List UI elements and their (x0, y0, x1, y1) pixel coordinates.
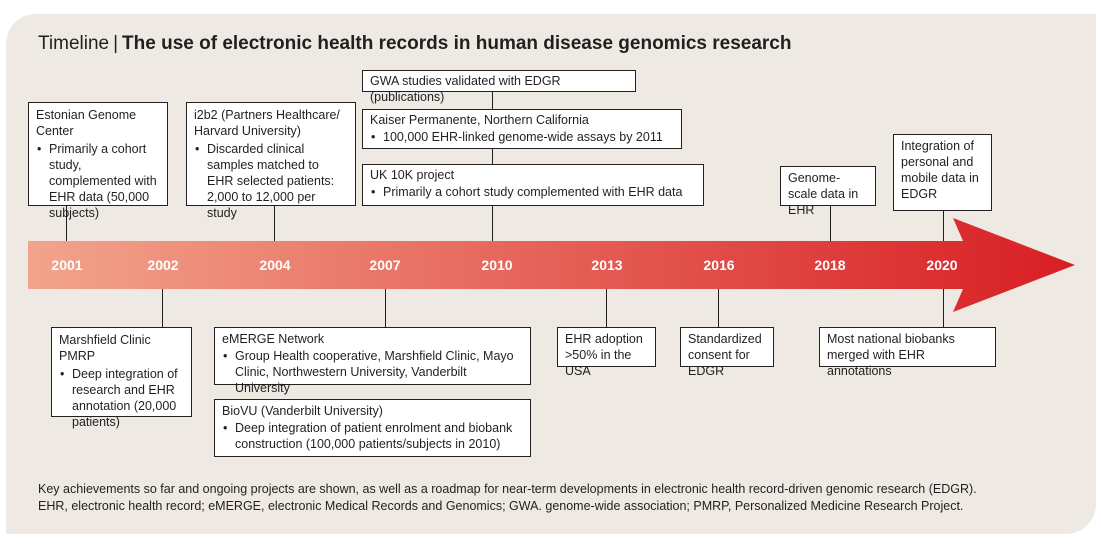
milestone-bullet: Group Health cooperative, Marshfield Cli… (222, 348, 523, 396)
milestone-heading: GWA studies validated with EDGR (publica… (370, 74, 561, 104)
title-separator: | (113, 33, 119, 54)
year-label: 2018 (814, 257, 846, 273)
milestone-standardized-consent: Standardized consent for EDGR (680, 327, 774, 378)
milestone-heading: Estonian Genome Center (36, 108, 137, 138)
milestone-genome-scale-data: Genome-scale data in EHR (780, 166, 876, 217)
connector (943, 289, 944, 327)
milestone-i2b2: i2b2 (Partners Healthcare/ Harvard Unive… (186, 102, 356, 220)
milestone-heading: Standardized consent for EDGR (688, 332, 762, 378)
milestone-kaiser-permanente: Kaiser Permanente, Northern California 1… (362, 109, 682, 149)
year-label: 2004 (259, 257, 291, 273)
milestone-bullet: Deep integration of research and EHR ann… (59, 366, 184, 430)
milestone-heading: i2b2 (Partners Healthcare/ Harvard Unive… (194, 108, 340, 138)
timeline-arrow-shape (28, 218, 1075, 312)
milestone-national-biobanks: Most national biobanks merged with EHR a… (819, 327, 996, 378)
year-label: 2013 (591, 257, 623, 273)
milestone-ehr-adoption: EHR adoption >50% in the USA (557, 327, 656, 378)
milestone-integration-personal-data: Integration of personal and mobile data … (893, 134, 992, 211)
connector (943, 211, 944, 241)
connector (606, 289, 607, 327)
connector (718, 289, 719, 327)
milestone-heading: Marshfield Clinic PMRP (59, 333, 151, 363)
milestone-uk10k: UK 10K project Primarily a cohort study … (362, 164, 704, 206)
figure-caption: Key achievements so far and ongoing proj… (38, 481, 1078, 515)
milestone-estonian-genome-center: Estonian Genome Center Primarily a cohor… (28, 102, 168, 220)
year-label: 2002 (147, 257, 179, 273)
milestone-bullet: Deep integration of patient enrolment an… (222, 420, 523, 452)
milestone-bullet: 100,000 EHR-linked genome-wide assays by… (370, 129, 674, 145)
milestone-heading: eMERGE Network (222, 332, 325, 346)
milestone-bullet: Primarily a cohort study, complemented w… (36, 141, 160, 221)
connector (274, 206, 275, 241)
milestone-bullet: Primarily a cohort study complemented wi… (370, 184, 696, 200)
milestone-heading: Most national biobanks merged with EHR a… (827, 332, 955, 378)
connector (66, 206, 67, 241)
milestone-heading: UK 10K project (370, 168, 455, 182)
figure-title: Timeline | The use of electronic health re… (38, 33, 791, 55)
connector (830, 206, 831, 241)
milestone-heading: Kaiser Permanente, Northern California (370, 113, 589, 127)
year-label: 2007 (369, 257, 401, 273)
milestone-emerge-network: eMERGE Network Group Health cooperative,… (214, 327, 531, 395)
connector (162, 289, 163, 327)
title-main: The use of electronic health records in … (122, 33, 792, 54)
milestone-heading: EHR adoption >50% in the USA (565, 332, 643, 378)
title-lead: Timeline (38, 33, 110, 54)
milestone-bullet: Discarded clinical samples matched to EH… (194, 141, 348, 221)
caption-line: EHR, electronic health record; eMERGE, e… (38, 499, 964, 513)
milestone-heading: Integration of personal and mobile data … (901, 139, 979, 201)
milestone-gwa-studies: GWA studies validated with EDGR (publica… (362, 70, 636, 104)
milestone-marshfield-pmrp: Marshfield Clinic PMRP Deep integration … (51, 327, 192, 429)
milestone-heading: Genome-scale data in EHR (788, 171, 859, 217)
year-label: 2020 (926, 257, 958, 273)
year-label: 2010 (481, 257, 513, 273)
year-label: 2016 (703, 257, 735, 273)
milestone-biovu: BioVU (Vanderbilt University) Deep integ… (214, 399, 531, 457)
year-label: 2001 (51, 257, 83, 273)
milestone-heading: BioVU (Vanderbilt University) (222, 404, 383, 418)
caption-line: Key achievements so far and ongoing proj… (38, 482, 977, 496)
connector (385, 289, 386, 327)
